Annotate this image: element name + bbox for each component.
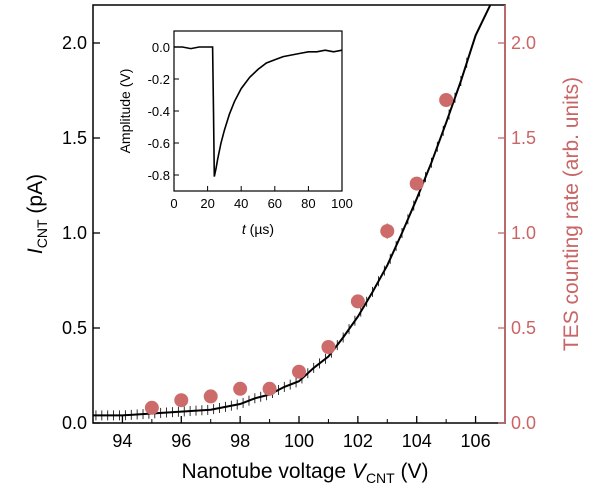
tes-series bbox=[144, 93, 454, 415]
x-axis-label-symbol: V bbox=[352, 460, 368, 483]
tes-point bbox=[203, 389, 218, 404]
inset-y-axis-label: Amplitude (V) bbox=[117, 69, 133, 154]
inset-y-tick-label: -0.8 bbox=[148, 168, 170, 183]
inset-x-label-unit: (µs) bbox=[246, 221, 274, 237]
inset-x-tick-label: 0 bbox=[170, 196, 177, 211]
y2-tick-label: 1.5 bbox=[511, 128, 536, 148]
y-tick-label: 0.0 bbox=[62, 413, 87, 433]
inset-frame bbox=[173, 30, 343, 192]
inset-y-tick-label: -0.2 bbox=[148, 72, 170, 87]
x-tick-label: 94 bbox=[112, 431, 132, 451]
tes-point bbox=[409, 176, 424, 191]
tes-point bbox=[380, 224, 395, 239]
tes-point bbox=[174, 393, 189, 408]
y2-tick-label: 2.0 bbox=[511, 33, 536, 53]
inset-axes: 0 20 40 60 80 100 0.0 -0.2 -0.4 -0.6 -0.8 bbox=[148, 40, 353, 211]
y-axis-label-unit: (pA) bbox=[24, 174, 47, 220]
inset-y-tick-label: -0.4 bbox=[148, 104, 170, 119]
inset-x-tick-label: 60 bbox=[268, 196, 282, 211]
x-tick-label: 96 bbox=[171, 431, 191, 451]
inset-x-tick-label: 100 bbox=[331, 196, 353, 211]
inset-x-axis-label: t (µs) bbox=[242, 221, 274, 237]
tes-point bbox=[321, 340, 336, 354]
tes-point bbox=[292, 364, 306, 379]
tes-point bbox=[144, 400, 159, 415]
y2-tick-label: 1.0 bbox=[511, 223, 536, 243]
inset-x-tick-label: 80 bbox=[301, 196, 315, 211]
inset-x-tick-label: 40 bbox=[234, 196, 248, 211]
y-tick-label: 2.0 bbox=[62, 33, 87, 53]
y2-tick-label: 0.0 bbox=[511, 413, 536, 433]
tes-point bbox=[233, 381, 248, 396]
y-tick-label: 1.0 bbox=[62, 223, 87, 243]
main-axes: 94 96 98 100 102 104 106 0.0 0.5 1.0 1.5 2.0 0.0 0.5 1… bbox=[62, 33, 536, 451]
x-tick-label: 104 bbox=[402, 431, 432, 451]
y-tick-label: 1.5 bbox=[62, 128, 87, 148]
y-axis-label-symbol: I bbox=[24, 248, 47, 254]
inset-x-tick-label: 20 bbox=[200, 196, 214, 211]
tes-point bbox=[350, 294, 365, 309]
x-axis-label-text: Nanotube voltage bbox=[181, 460, 351, 483]
x-axis-label: Nanotube voltage VCNT (V) bbox=[181, 460, 428, 486]
inset-y-tick-label: 0.0 bbox=[152, 40, 170, 55]
x-tick-label: 106 bbox=[461, 431, 491, 451]
x-axis-label-unit: (V) bbox=[395, 460, 429, 483]
inset-y-tick-label: -0.6 bbox=[148, 136, 170, 151]
x-tick-label: 98 bbox=[230, 431, 250, 451]
x-axis-label-subscript: CNT bbox=[366, 470, 395, 486]
x-tick-label: 100 bbox=[284, 431, 314, 451]
tes-point bbox=[439, 93, 454, 107]
tes-point bbox=[262, 381, 277, 396]
inset-pulse-series bbox=[174, 46, 343, 177]
x-tick-label: 102 bbox=[343, 431, 373, 451]
inset-bg bbox=[174, 31, 342, 191]
inset-pulse-line bbox=[174, 46, 343, 177]
y-tick-label: 0.5 bbox=[62, 318, 87, 338]
y-axis-label-subscript: CNT bbox=[34, 219, 50, 248]
inset-x-label-symbol: t bbox=[242, 221, 247, 237]
y2-axis-label: TES counting rate (arb. units) bbox=[560, 77, 583, 351]
y2-tick-label: 0.5 bbox=[511, 318, 536, 338]
y-axis-label: ICNT (pA) bbox=[24, 174, 50, 254]
current-line bbox=[93, 5, 492, 417]
